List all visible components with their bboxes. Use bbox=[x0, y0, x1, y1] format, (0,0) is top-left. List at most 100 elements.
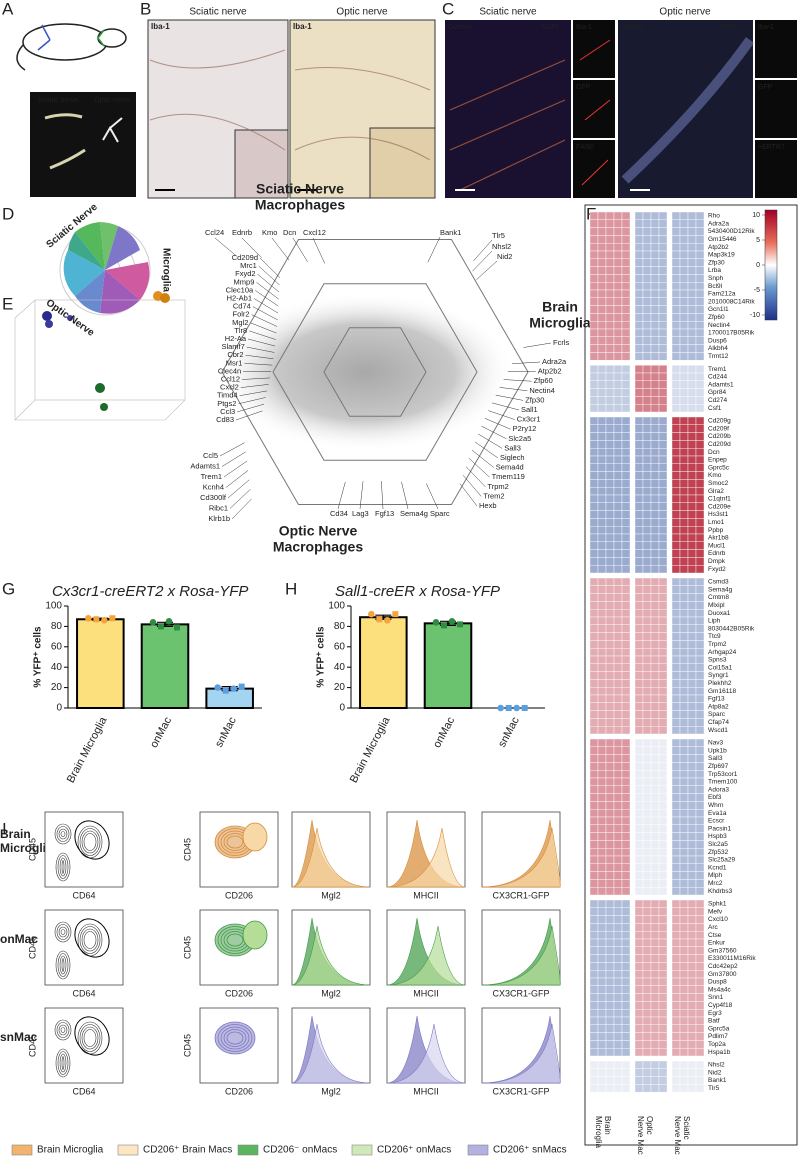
heatmap-cell bbox=[679, 710, 689, 719]
heatmap-cell bbox=[679, 777, 689, 787]
heatmap-cell bbox=[650, 887, 660, 896]
heatmap-cell bbox=[613, 640, 623, 649]
heatmap-cell bbox=[605, 931, 615, 940]
heatmap-cell bbox=[658, 985, 668, 994]
gene-label: Sparc bbox=[708, 711, 726, 718]
x-axis-label: MHCII bbox=[413, 890, 439, 900]
contour bbox=[226, 1031, 244, 1045]
heatmap-cell bbox=[589, 432, 599, 441]
heatmap-cell bbox=[642, 694, 652, 704]
heatmap-cell bbox=[658, 801, 668, 810]
heatmap-cell bbox=[642, 655, 652, 665]
heatmap-cell bbox=[589, 754, 599, 763]
heatmap-cell bbox=[589, 777, 599, 787]
heatmap-cell bbox=[687, 899, 697, 909]
heatmap-cell bbox=[650, 235, 660, 244]
heatmap-cell bbox=[642, 1060, 652, 1070]
heatmap-cell bbox=[613, 282, 623, 291]
heatmap-cell bbox=[679, 887, 689, 896]
heatmap-cell bbox=[634, 632, 644, 641]
heatmap-cell bbox=[589, 577, 599, 587]
heatmap-cell bbox=[589, 970, 599, 979]
heatmap-cell bbox=[658, 1060, 668, 1070]
heatmap-cell bbox=[658, 1001, 668, 1010]
contour bbox=[79, 926, 101, 954]
heatmap-cell bbox=[650, 380, 660, 389]
heatmap-cell bbox=[650, 557, 660, 566]
heatmap-cell bbox=[634, 321, 644, 330]
heatmap-cell bbox=[613, 440, 623, 449]
gene-label: Trem1 bbox=[708, 366, 727, 373]
heatmap-cell bbox=[589, 416, 599, 426]
leader-line bbox=[312, 237, 325, 264]
group-title: Macrophages bbox=[255, 197, 345, 213]
heatmap-cell bbox=[650, 871, 660, 880]
heatmap-cell bbox=[658, 313, 668, 322]
heatmap-cell bbox=[642, 879, 652, 888]
leader-line bbox=[465, 466, 486, 487]
heatmap-cell bbox=[605, 305, 615, 314]
panel-letter: G bbox=[2, 579, 15, 598]
heatmap-cell bbox=[597, 258, 607, 267]
heatmap-cell bbox=[695, 388, 705, 397]
leader-line bbox=[495, 394, 524, 401]
heatmap-cell bbox=[671, 211, 681, 221]
heatmap-cell bbox=[650, 494, 660, 504]
heatmap-cell bbox=[642, 970, 652, 979]
heatmap-cell bbox=[634, 242, 644, 252]
heatmap-cell bbox=[671, 227, 681, 236]
heatmap-cell bbox=[671, 832, 681, 841]
heatmap-cell bbox=[658, 533, 668, 543]
heatmap-cell bbox=[589, 388, 599, 397]
heatmap-cell bbox=[642, 609, 652, 618]
heatmap-cell bbox=[658, 663, 668, 672]
heatmap-cell bbox=[671, 694, 681, 704]
heatmap-cell bbox=[687, 671, 697, 680]
heatmap-cell bbox=[589, 616, 599, 626]
heatmap-cell bbox=[613, 609, 623, 618]
heatmap-cell bbox=[589, 336, 599, 345]
heatmap-cell bbox=[687, 863, 697, 872]
heatmap-cell bbox=[671, 274, 681, 283]
heatmap-cell bbox=[589, 824, 599, 833]
heatmap-cell bbox=[671, 266, 681, 275]
heatmap-cell bbox=[679, 211, 689, 221]
heatmap-cell bbox=[671, 871, 681, 880]
heatmap-cell bbox=[597, 593, 607, 602]
heatmap-cell bbox=[634, 931, 644, 940]
legend-label: CD206⁺ Brain Macs bbox=[143, 1145, 232, 1156]
heatmap-cell bbox=[634, 609, 644, 618]
heatmap-cell bbox=[695, 585, 705, 594]
heatmap-cell bbox=[597, 463, 607, 472]
heatmap-cell bbox=[687, 448, 697, 457]
heatmap-cell bbox=[679, 702, 689, 711]
heatmap-cell bbox=[658, 416, 668, 426]
heatmap-cell bbox=[613, 824, 623, 833]
heatmap-cell bbox=[695, 577, 705, 587]
heatmap-cell bbox=[671, 372, 681, 382]
heatmap-cell bbox=[634, 1040, 644, 1049]
heatmap-cell bbox=[650, 1032, 660, 1041]
data-point bbox=[230, 685, 237, 692]
heatmap-cell bbox=[650, 565, 660, 574]
contour bbox=[58, 1024, 68, 1036]
heatmap-cell bbox=[658, 1068, 668, 1077]
gene-label: Cd209d bbox=[232, 253, 258, 262]
heatmap-cell bbox=[695, 954, 705, 963]
data-point bbox=[432, 619, 440, 626]
heatmap-cell bbox=[658, 785, 668, 794]
heatmap-cell bbox=[589, 726, 599, 735]
heatmap-cell bbox=[658, 770, 668, 779]
heatmap-cell bbox=[634, 328, 644, 338]
gate bbox=[74, 1016, 110, 1056]
heatmap-cell bbox=[679, 624, 689, 633]
heatmap-cell bbox=[621, 702, 631, 711]
gene-label: Ccl3 bbox=[220, 407, 235, 416]
heatmap-cell bbox=[687, 1024, 697, 1033]
heatmap-cell bbox=[658, 923, 668, 932]
data-point bbox=[238, 683, 245, 690]
heatmap-cell bbox=[687, 380, 697, 389]
gene-label: Sema4g bbox=[708, 586, 733, 593]
heatmap-cell bbox=[658, 510, 668, 519]
heatmap-cell bbox=[650, 718, 660, 727]
